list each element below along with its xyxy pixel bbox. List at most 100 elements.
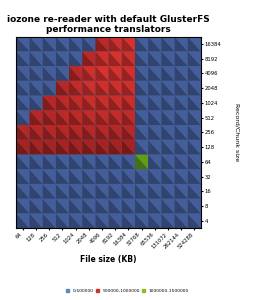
Polygon shape xyxy=(56,169,69,184)
Polygon shape xyxy=(29,95,42,110)
Polygon shape xyxy=(42,213,56,228)
Polygon shape xyxy=(42,140,56,154)
Polygon shape xyxy=(121,51,134,66)
Polygon shape xyxy=(69,37,82,51)
Polygon shape xyxy=(16,184,29,199)
Polygon shape xyxy=(42,199,56,213)
Polygon shape xyxy=(108,184,121,199)
Polygon shape xyxy=(82,154,95,169)
Polygon shape xyxy=(29,95,42,110)
Polygon shape xyxy=(108,110,121,125)
Polygon shape xyxy=(121,154,134,169)
Polygon shape xyxy=(108,81,121,95)
Polygon shape xyxy=(134,95,148,110)
Polygon shape xyxy=(56,81,69,95)
Polygon shape xyxy=(69,199,82,213)
Polygon shape xyxy=(16,81,29,95)
Polygon shape xyxy=(29,169,42,184)
Polygon shape xyxy=(134,154,148,169)
Polygon shape xyxy=(16,213,29,228)
Polygon shape xyxy=(82,81,95,95)
Polygon shape xyxy=(121,199,134,213)
Polygon shape xyxy=(42,169,56,184)
Polygon shape xyxy=(69,199,82,213)
Polygon shape xyxy=(95,51,108,66)
Polygon shape xyxy=(16,199,29,213)
Polygon shape xyxy=(161,140,174,154)
Polygon shape xyxy=(16,213,29,228)
Polygon shape xyxy=(187,199,200,213)
Polygon shape xyxy=(69,154,82,169)
Polygon shape xyxy=(174,125,187,140)
Polygon shape xyxy=(56,81,69,95)
Polygon shape xyxy=(95,125,108,140)
Polygon shape xyxy=(121,169,134,184)
Polygon shape xyxy=(121,125,134,140)
Polygon shape xyxy=(148,37,161,51)
Polygon shape xyxy=(134,199,148,213)
Polygon shape xyxy=(134,199,148,213)
Polygon shape xyxy=(82,184,95,199)
Polygon shape xyxy=(148,125,161,140)
Polygon shape xyxy=(108,213,121,228)
Polygon shape xyxy=(95,81,108,95)
Polygon shape xyxy=(82,213,95,228)
Polygon shape xyxy=(161,125,174,140)
Polygon shape xyxy=(161,184,174,199)
Polygon shape xyxy=(69,81,82,95)
Polygon shape xyxy=(42,51,56,66)
Polygon shape xyxy=(187,37,200,51)
Polygon shape xyxy=(69,213,82,228)
Polygon shape xyxy=(29,51,42,66)
Polygon shape xyxy=(42,199,56,213)
Polygon shape xyxy=(69,154,82,169)
Polygon shape xyxy=(174,154,187,169)
Polygon shape xyxy=(16,81,29,95)
Polygon shape xyxy=(174,37,187,51)
Polygon shape xyxy=(161,154,174,169)
Polygon shape xyxy=(95,37,108,51)
Polygon shape xyxy=(82,95,95,110)
Polygon shape xyxy=(108,199,121,213)
Polygon shape xyxy=(161,37,174,51)
Polygon shape xyxy=(42,66,56,81)
Polygon shape xyxy=(82,95,95,110)
Polygon shape xyxy=(108,66,121,81)
Polygon shape xyxy=(56,140,69,154)
Polygon shape xyxy=(56,199,69,213)
Polygon shape xyxy=(16,51,29,66)
Polygon shape xyxy=(16,184,29,199)
Polygon shape xyxy=(121,184,134,199)
Polygon shape xyxy=(29,199,42,213)
Polygon shape xyxy=(108,51,121,66)
Polygon shape xyxy=(95,213,108,228)
Polygon shape xyxy=(95,184,108,199)
Polygon shape xyxy=(56,154,69,169)
Polygon shape xyxy=(187,154,200,169)
Polygon shape xyxy=(16,51,29,66)
Polygon shape xyxy=(108,169,121,184)
Polygon shape xyxy=(187,169,200,184)
Polygon shape xyxy=(134,95,148,110)
Polygon shape xyxy=(16,95,29,110)
Polygon shape xyxy=(174,199,187,213)
Polygon shape xyxy=(69,95,82,110)
Polygon shape xyxy=(161,154,174,169)
Polygon shape xyxy=(161,110,174,125)
Polygon shape xyxy=(56,110,69,125)
Polygon shape xyxy=(174,140,187,154)
Polygon shape xyxy=(82,125,95,140)
Polygon shape xyxy=(42,184,56,199)
Polygon shape xyxy=(161,184,174,199)
Polygon shape xyxy=(174,184,187,199)
Polygon shape xyxy=(108,81,121,95)
Polygon shape xyxy=(42,66,56,81)
Polygon shape xyxy=(95,213,108,228)
Polygon shape xyxy=(134,66,148,81)
Polygon shape xyxy=(174,154,187,169)
Polygon shape xyxy=(69,184,82,199)
Polygon shape xyxy=(95,95,108,110)
Polygon shape xyxy=(148,199,161,213)
Polygon shape xyxy=(121,81,134,95)
Polygon shape xyxy=(108,95,121,110)
